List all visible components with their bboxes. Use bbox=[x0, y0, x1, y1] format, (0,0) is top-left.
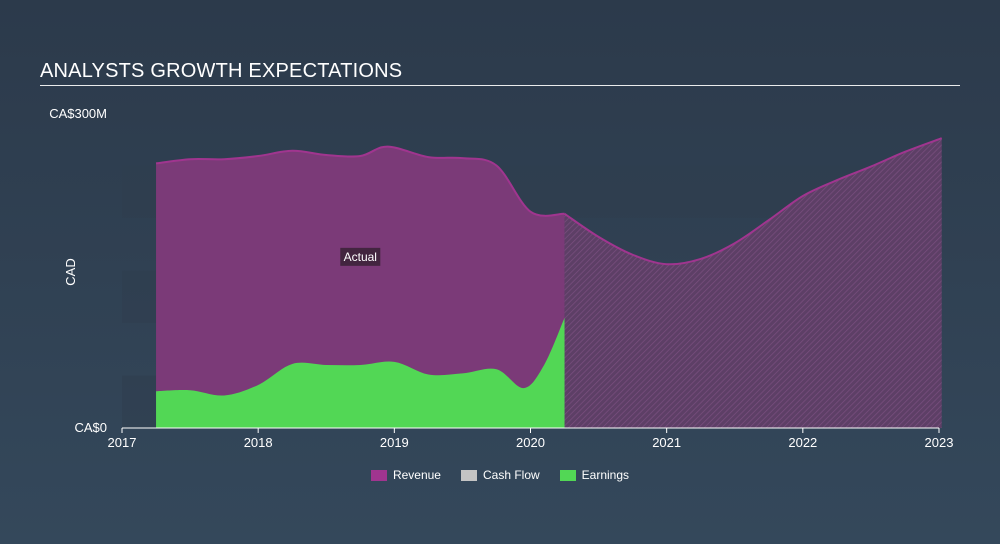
legend-label-revenue: Revenue bbox=[392, 468, 441, 482]
x-tick-label: 2022 bbox=[788, 435, 817, 450]
revenue-line-forecast bbox=[563, 137, 943, 266]
title-divider bbox=[40, 85, 960, 86]
legend-swatch-earnings bbox=[559, 469, 576, 481]
actual-label-bg bbox=[340, 247, 381, 266]
legend: Revenue Cash Flow Earnings bbox=[0, 468, 1000, 482]
x-tick-label: 2018 bbox=[244, 435, 273, 450]
legend-label-earnings: Earnings bbox=[581, 468, 630, 482]
x-tick-label: 2019 bbox=[380, 435, 409, 450]
legend-item-revenue[interactable]: Revenue bbox=[370, 468, 441, 482]
legend-item-cash-flow[interactable]: Cash Flow bbox=[460, 468, 540, 482]
series-areas: Actual bbox=[155, 137, 943, 428]
x-tick-label: 2023 bbox=[925, 435, 954, 450]
legend-swatch-revenue bbox=[370, 469, 387, 481]
revenue-area-actual bbox=[156, 146, 565, 428]
earnings-area bbox=[156, 317, 565, 428]
actual-label: Actual bbox=[344, 250, 377, 264]
y-tick-label: CA$300M bbox=[49, 106, 107, 121]
axes: 2017 2018 2019 2020 2021 2022 2023 CA$0 CA$300M bbox=[49, 106, 953, 450]
x-tick-label: 2021 bbox=[652, 435, 681, 450]
revenue-area-forecast bbox=[564, 138, 942, 428]
y-tick-label: CA$0 bbox=[74, 420, 107, 435]
legend-swatch-cash-flow bbox=[460, 469, 477, 481]
x-tick-label: 2017 bbox=[108, 435, 137, 450]
legend-label-cash-flow: Cash Flow bbox=[482, 468, 540, 482]
chart-title: ANALYSTS GROWTH EXPECTATIONS bbox=[40, 60, 403, 82]
legend-item-earnings[interactable]: Earnings bbox=[559, 468, 630, 482]
revenue-line-actual bbox=[155, 145, 565, 217]
x-tick-label: 2020 bbox=[516, 435, 545, 450]
